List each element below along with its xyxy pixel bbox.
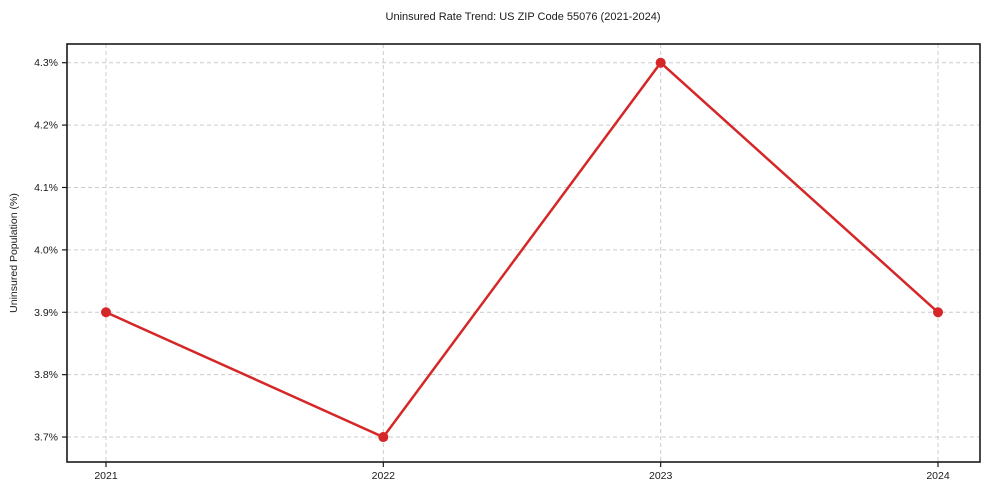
y-tick-label: 3.8% [34,369,58,381]
axis-ticks [62,62,939,467]
y-tick-label: 4.3% [34,57,58,69]
y-axis-label: Uninsured Population (%) [8,193,20,313]
data-point-marker [378,432,389,443]
y-tick-label: 4.2% [34,120,58,132]
x-tick-label: 2022 [372,470,396,482]
axis-tick-labels: 3.7% 3.8% 3.9% 4.0% 4.1% 4.2% 4.3% 2021 2022 2023… [34,57,950,482]
x-tick-label: 2021 [94,470,118,482]
x-tick-label: 2023 [649,470,673,482]
plot-spines [66,43,981,463]
data-series [101,57,943,443]
data-point-marker [655,57,666,68]
y-tick-label: 4.1% [34,182,58,194]
y-tick-label: 3.7% [34,432,58,444]
plot-border [66,43,981,463]
chart-title: Uninsured Rate Trend: US ZIP Code 55076 … [386,11,661,23]
trend-line [104,61,940,439]
gridlines [67,44,980,462]
y-tick-label: 3.9% [34,307,58,319]
data-point-marker [933,307,943,318]
y-tick-label: 4.0% [34,244,58,256]
data-point-marker [101,307,111,318]
x-tick-label: 2024 [926,470,950,482]
